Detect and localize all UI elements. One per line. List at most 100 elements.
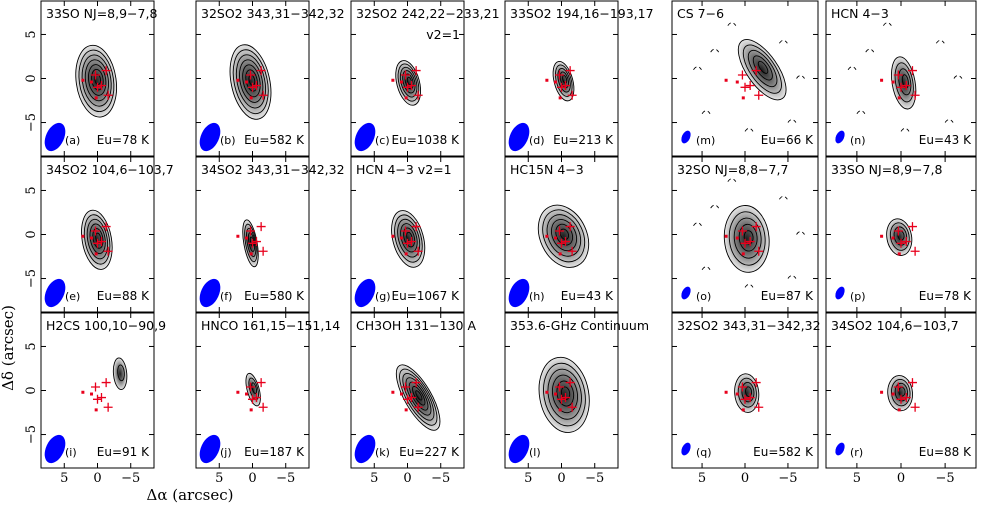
cross-marker-g-0 (401, 226, 411, 236)
square-marker-j-0 (236, 390, 240, 394)
panel-label-g: (g) (375, 290, 391, 303)
cross-marker-b-1 (251, 81, 261, 91)
cross-marker-b-4 (248, 82, 257, 92)
x-tick-label: 5 (215, 471, 223, 486)
square-marker-l-2 (558, 408, 562, 412)
upper-energy-p: Eu=78 K (919, 289, 972, 303)
beam-o (681, 286, 691, 300)
x-tick-label: 0 (897, 471, 905, 486)
contour-a-5 (91, 69, 104, 91)
square-marker-k-1 (400, 392, 404, 396)
cross-marker-a-2 (101, 66, 111, 76)
contour-b-3 (239, 59, 264, 103)
contour-e-1 (83, 214, 111, 265)
contour-a-1 (78, 49, 115, 113)
panel-r: 5 0 −5 34SO2 104,6−103,7 (r) Eu=88 K (825, 312, 977, 486)
neg-contour-o-1 (710, 204, 720, 209)
neg-contour-m-5 (796, 75, 805, 79)
neg-contour-m-3 (701, 110, 711, 114)
beam-g (354, 278, 376, 308)
cross-marker-c-0 (401, 70, 411, 80)
emission-m (737, 39, 787, 101)
cross-marker-i-2 (101, 378, 111, 388)
contour-p-1 (889, 222, 910, 251)
square-marker-r-0 (880, 390, 884, 394)
contour-k-2 (402, 373, 435, 421)
upper-energy-r: Eu=88 K (919, 445, 972, 459)
beam-q (681, 442, 691, 456)
cross-marker-i-1 (96, 393, 106, 403)
neg-contour-n-7 (900, 127, 910, 132)
cross-marker-d-3 (567, 90, 577, 100)
cross-marker-e-2 (101, 222, 111, 232)
square-marker-a-2 (94, 96, 98, 100)
beam-e (44, 278, 66, 308)
panel-f: 34SO2 343,31−342,32 (f) Eu=580 K (195, 156, 345, 313)
cross-marker-j-1 (251, 393, 261, 403)
contour-m-2 (747, 49, 778, 88)
panel-label-l: (l) (529, 446, 541, 459)
contour-i-0 (112, 357, 128, 391)
upper-energy-h: Eu=43 K (561, 289, 614, 303)
neg-contour-n-2 (944, 119, 954, 123)
x-tick-label: −5 (778, 471, 797, 486)
square-marker-e-2 (94, 252, 98, 256)
x-tick-label: 5 (853, 471, 861, 486)
contour-i-1 (117, 364, 125, 382)
contour-h-3 (550, 219, 578, 252)
contour-j-0 (245, 372, 261, 407)
neg-contour-m-1 (710, 48, 720, 53)
panel-label-h: (h) (529, 290, 545, 303)
contour-g-0 (391, 210, 426, 268)
contour-k-1 (399, 368, 438, 426)
cross-marker-e-1 (96, 237, 106, 247)
cross-marker-j-2 (256, 378, 266, 388)
panel-title-j: HNCO 161,15−151,14 (201, 318, 340, 333)
panel-d: 33SO2 194,16−193,17 (d) Eu=213 K (504, 0, 654, 157)
beam-k (354, 434, 376, 464)
cross-marker-k-4 (403, 394, 412, 404)
emission-b (229, 44, 272, 120)
contour-k-0 (395, 364, 441, 431)
cross-marker-k-3 (413, 402, 423, 412)
contour-l-4 (556, 380, 575, 407)
contour-q-0 (734, 373, 760, 413)
panel-label-k: (k) (375, 446, 390, 459)
cross-marker-k-2 (411, 378, 421, 388)
upper-energy-q: Eu=582 K (753, 445, 814, 459)
panel-label-q: (q) (696, 446, 712, 459)
panel-title-k: CH3OH 131−130 A (356, 318, 476, 333)
contour-l-1 (543, 362, 586, 427)
panel-h: HC15N 4−3 (h) Eu=43 K (504, 156, 619, 313)
emission-p (886, 218, 913, 256)
x-tick-label: 0 (93, 471, 101, 486)
cross-marker-p-0 (893, 226, 903, 236)
contour-b-4 (242, 64, 261, 98)
square-marker-k-2 (404, 408, 408, 412)
contour-c-0 (395, 60, 422, 106)
square-marker-a-1 (90, 80, 94, 84)
emission-h (537, 204, 590, 268)
y-tick-label: 5 (24, 30, 39, 38)
x-tick-label: −5 (431, 471, 450, 486)
panel-title-f: 34SO2 343,31−342,32 (201, 162, 345, 177)
beam-c (354, 122, 376, 152)
contour-l-0 (538, 356, 590, 433)
emission-o (723, 205, 770, 273)
x-tick-label: 0 (248, 471, 256, 486)
cross-marker-k-1 (406, 393, 416, 403)
contour-a-6 (94, 73, 102, 85)
square-marker-d-0 (545, 78, 549, 82)
square-marker-i-0 (81, 390, 85, 394)
contour-r-0 (887, 375, 913, 412)
x-tick-label: −5 (276, 471, 295, 486)
beam-i (44, 434, 66, 464)
upper-energy-g: Eu=1067 K (392, 289, 461, 303)
x-tick-label: 5 (698, 471, 706, 486)
square-marker-o-2 (741, 252, 745, 256)
upper-energy-d: Eu=213 K (553, 133, 614, 147)
square-marker-e-0 (81, 234, 85, 238)
panel-e: 5 0 −5 34SO2 104,6−103,7 (e) Eu=88 K (24, 156, 174, 313)
panel-title-i: H2CS 100,10−90,9 (46, 318, 166, 333)
square-marker-i-2 (94, 408, 98, 412)
